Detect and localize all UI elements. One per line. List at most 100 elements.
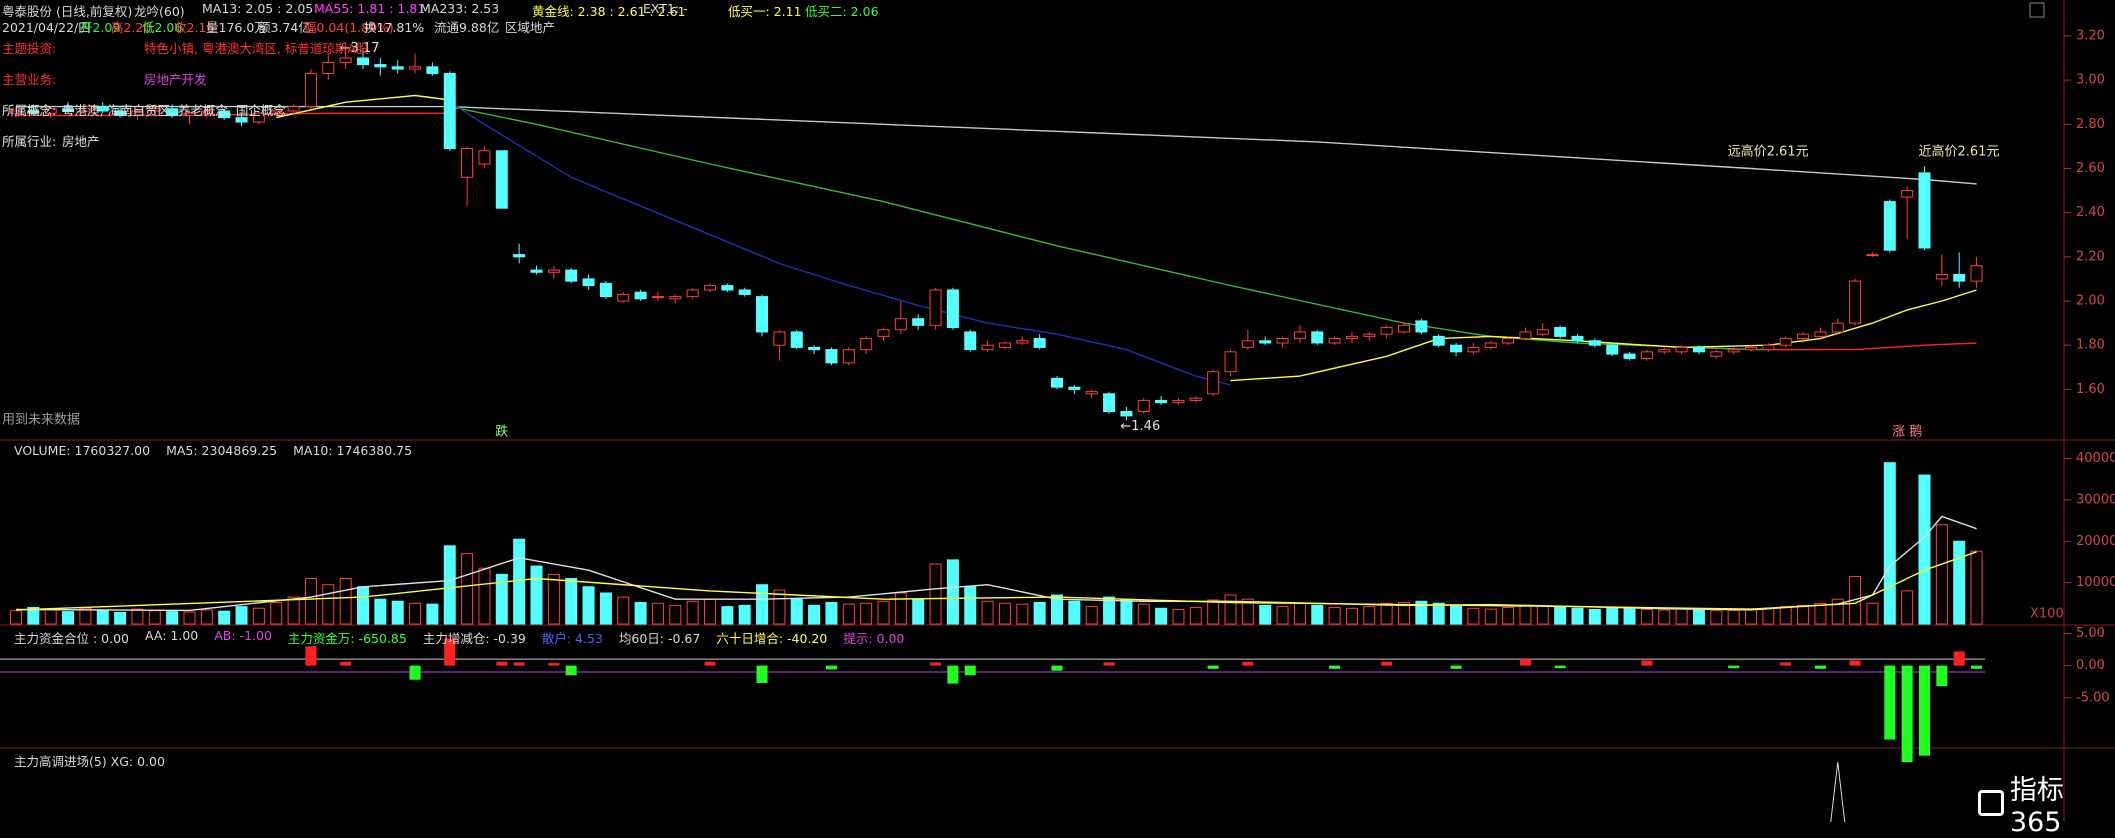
- header-item: 低2.06: [142, 20, 183, 35]
- candle-body: [1849, 280, 1862, 324]
- candle-body: [148, 108, 161, 112]
- candle-body: [1953, 274, 1966, 282]
- candle-body: [877, 329, 890, 337]
- candle-body: [1345, 335, 1358, 340]
- candle-body: [1259, 340, 1272, 344]
- volume-bar: [322, 584, 335, 625]
- candle-body: [1588, 340, 1601, 346]
- volume-bar: [114, 611, 127, 625]
- volume-bar: [1484, 608, 1497, 625]
- candle-body: [790, 331, 803, 348]
- candle-body: [166, 108, 179, 116]
- info-text: 粤港澳, 海南自贸区, 养老概念, 国企概念: [62, 103, 286, 118]
- volume-bar: [1016, 603, 1029, 625]
- volume-bar: [1814, 602, 1827, 625]
- candle-body: [96, 106, 109, 112]
- flow-bar: [1919, 665, 1930, 756]
- volume-bar: [1623, 607, 1636, 625]
- flow-bar: [1728, 665, 1740, 669]
- candle-body: [183, 112, 196, 116]
- candle-body: [634, 291, 647, 300]
- volume-bar: [1328, 606, 1341, 625]
- flow-bar: [1814, 665, 1826, 669]
- flow-bar: [947, 665, 959, 684]
- candle-body: [1536, 329, 1549, 335]
- panel-title-item: 主力资金万: -650.85: [287, 631, 407, 646]
- candle-body: [1224, 351, 1237, 373]
- flow-bar: [305, 646, 317, 666]
- header-item: MA13: 2.05 : 2.05: [202, 1, 314, 16]
- volume-bar: [1155, 607, 1168, 625]
- candle-body: [651, 296, 664, 299]
- candle-body: [912, 318, 925, 326]
- candle-body: [1918, 172, 1931, 249]
- volume-bar: [1137, 603, 1150, 625]
- volume-bar: [1398, 601, 1410, 625]
- candle-body: [842, 349, 855, 364]
- volume-bar: [62, 611, 75, 625]
- candle-body: [1727, 349, 1740, 353]
- candle-body: [218, 110, 231, 119]
- volume-bar: [1953, 540, 1966, 625]
- volume-bar: [617, 596, 630, 625]
- y-tick-label: 2.60: [2076, 161, 2105, 176]
- volume-bar: [686, 600, 699, 625]
- flow-bar: [964, 665, 976, 676]
- y-tick-label: 2.20: [2076, 249, 2105, 264]
- volume-bar: [148, 610, 161, 625]
- flow-bar: [1519, 659, 1531, 666]
- candle-body: [1276, 338, 1289, 344]
- candle-body: [1120, 410, 1133, 417]
- volume-bar: [842, 603, 855, 625]
- y-tick-label: 3.20: [2076, 28, 2105, 43]
- header-item: 换17.81%: [364, 20, 425, 35]
- candle-body: [946, 289, 959, 329]
- candle-body: [1762, 344, 1775, 351]
- candle-body: [1692, 346, 1705, 353]
- header-item: 流通9.88亿: [434, 20, 500, 35]
- header-item: 低买一: 2.11: [728, 4, 802, 19]
- volume-bar: [1415, 600, 1428, 625]
- volume-bar: [1640, 609, 1653, 625]
- flow-bar: [1242, 661, 1254, 666]
- header-item: 幅0.04(1.89%): [304, 20, 394, 35]
- candle-body: [426, 66, 439, 74]
- volume-bar: [235, 606, 248, 625]
- logo-text: 指标365: [2009, 775, 2064, 838]
- y-tick-label: 0.00: [2076, 658, 2105, 673]
- volume-bar: [339, 578, 352, 625]
- info-label: 所属行业:: [2, 134, 57, 149]
- candle-body: [374, 64, 387, 68]
- volume-bar: [1883, 462, 1896, 625]
- candle-body: [1467, 346, 1480, 353]
- volume-bar: [426, 603, 439, 625]
- volume-bar: [461, 553, 474, 625]
- volume-bar: [738, 604, 751, 625]
- volume-bar: [1588, 609, 1601, 625]
- candle-body: [304, 72, 317, 108]
- info-text: 房地产: [62, 134, 100, 149]
- candle-body: [599, 282, 612, 298]
- panel-title-item: 散户: 4.53: [541, 631, 603, 646]
- candle-body: [478, 150, 491, 165]
- volume-bar: [565, 578, 578, 625]
- candle-body: [1172, 399, 1185, 404]
- candle-body: [1137, 399, 1150, 412]
- annotation: 远高价2.61元: [1728, 144, 1809, 160]
- candle-body: [964, 331, 977, 351]
- candle-body: [1640, 351, 1653, 359]
- volume-bar: [1120, 598, 1133, 625]
- volume-bar: [1866, 602, 1879, 625]
- y-tick-label: 3.00: [2076, 73, 2105, 88]
- panel-title-item: 均60日: -0.67: [618, 631, 701, 646]
- flow-bar: [756, 665, 768, 683]
- candle-body: [981, 344, 994, 351]
- x-marker: 涨 鹅: [1892, 424, 1922, 440]
- window-icon[interactable]: [2029, 2, 2045, 18]
- candle-body: [1103, 393, 1116, 412]
- panel-title-item: 主力高调进场(5) XG: 0.00: [14, 754, 165, 769]
- candle-body: [565, 269, 578, 282]
- volume-bar: [79, 607, 92, 625]
- header-item: MA55: 1.81 : 1.81: [314, 1, 426, 16]
